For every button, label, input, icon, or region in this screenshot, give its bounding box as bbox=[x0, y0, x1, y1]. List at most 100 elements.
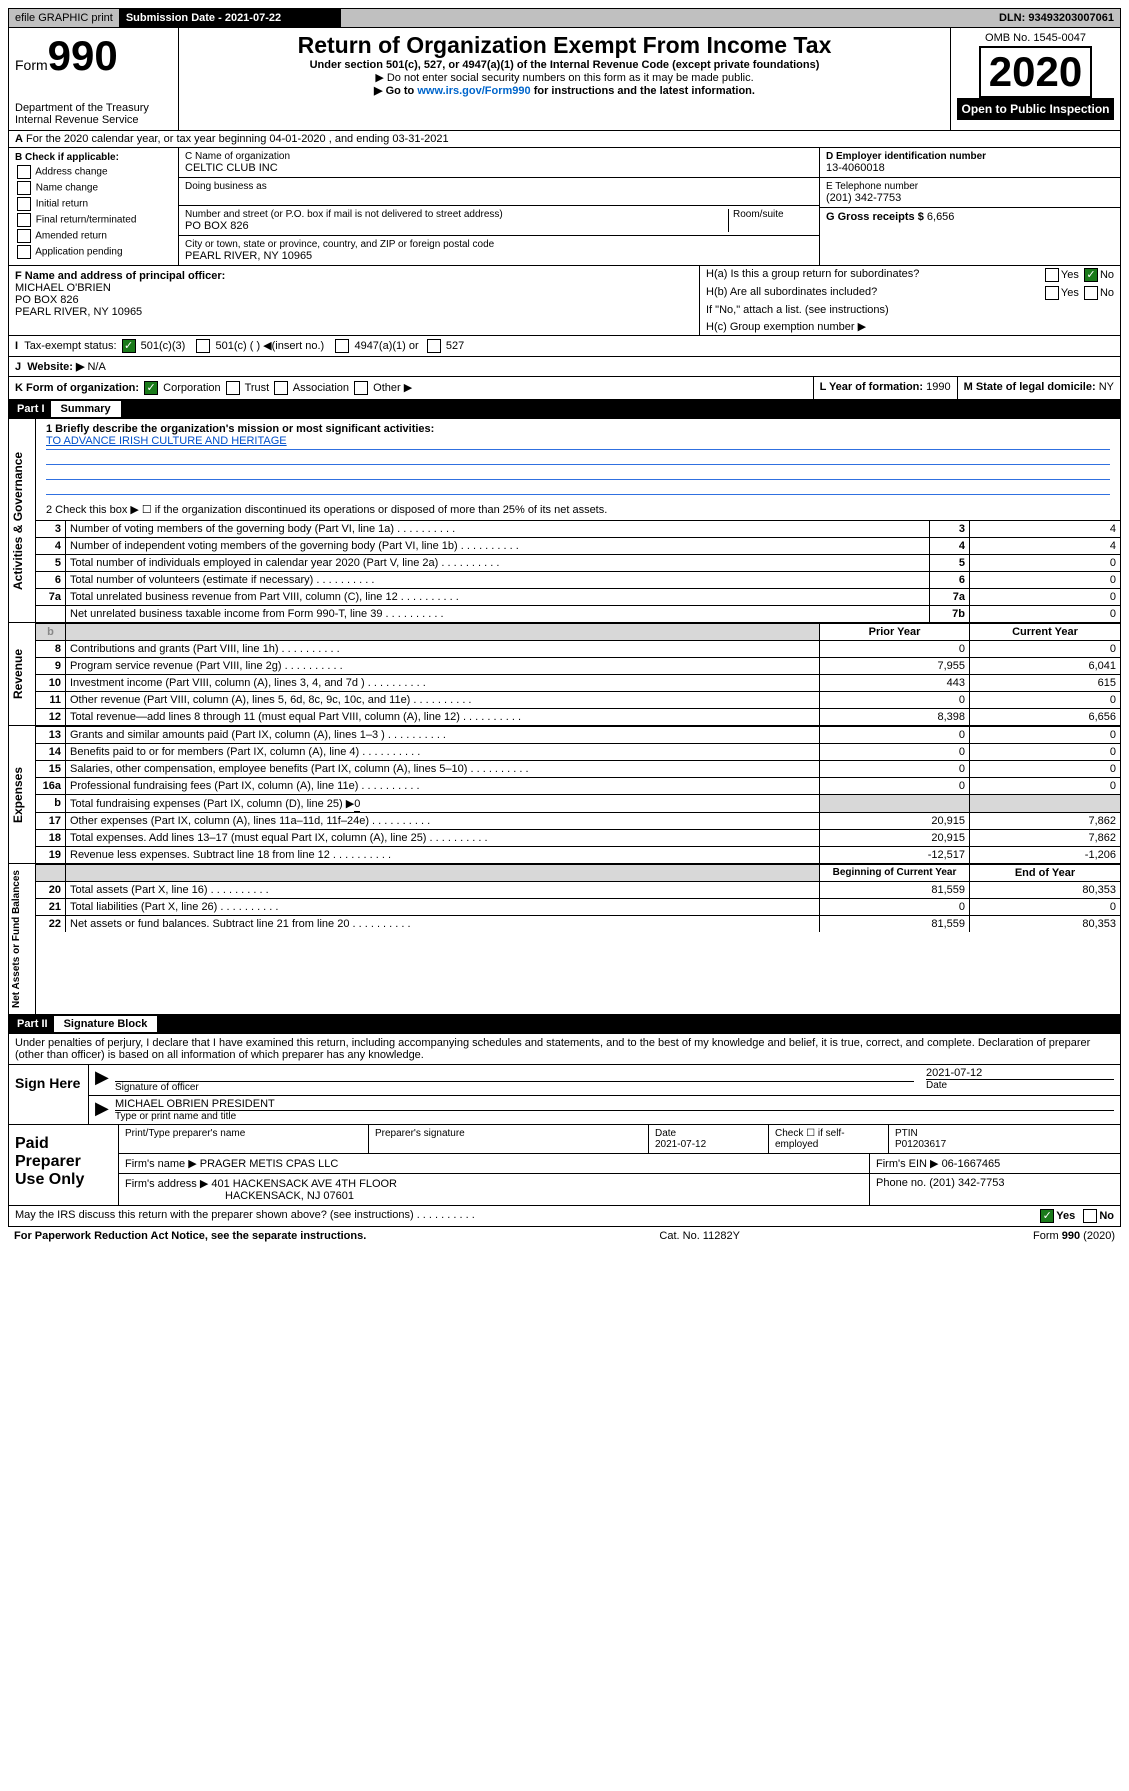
gov-row: 6Total number of volunteers (estimate if… bbox=[36, 571, 1120, 588]
part1-header: Part ISummary bbox=[8, 400, 1121, 419]
boy-header: Beginning of Current Year bbox=[820, 865, 970, 881]
corp-checkbox[interactable]: ✓ bbox=[144, 381, 158, 395]
dba-label: Doing business as bbox=[185, 181, 813, 192]
form-title: Return of Organization Exempt From Incom… bbox=[185, 32, 944, 59]
header-center: Return of Organization Exempt From Incom… bbox=[179, 28, 950, 130]
hb-no-checkbox[interactable] bbox=[1084, 286, 1098, 300]
check-application-pending[interactable]: Application pending bbox=[15, 245, 172, 259]
data-row: 18Total expenses. Add lines 13–17 (must … bbox=[36, 829, 1120, 846]
firm-addr: Firm's address ▶ 401 HACKENSACK AVE 4TH … bbox=[119, 1174, 870, 1205]
side-tab-governance: Activities & Governance bbox=[9, 419, 36, 622]
line-16b-text: Total fundraising expenses (Part IX, col… bbox=[66, 795, 820, 812]
sig-date-label: Date bbox=[926, 1080, 1114, 1091]
subtitle-3: ▶ Go to www.irs.gov/Form990 for instruct… bbox=[185, 84, 944, 97]
form-header: Form990 Department of the Treasury Inter… bbox=[8, 28, 1121, 131]
section-k: K Form of organization: ✓ Corporation Tr… bbox=[9, 377, 814, 399]
prep-ptin: PTINP01203617 bbox=[889, 1125, 1120, 1153]
501c3-checkbox[interactable]: ✓ bbox=[122, 339, 136, 353]
prep-h2: Preparer's signature bbox=[369, 1125, 649, 1153]
omb-label: OMB No. 1545-0047 bbox=[957, 32, 1114, 46]
section-j: J Website: ▶ N/A bbox=[8, 357, 1121, 377]
form-foot-label: Form 990 (2020) bbox=[1033, 1230, 1115, 1242]
section-fh: F Name and address of principal officer:… bbox=[8, 266, 1121, 336]
submission-date-button[interactable]: Submission Date - 2021-07-22 bbox=[120, 9, 288, 27]
501c-checkbox[interactable] bbox=[196, 339, 210, 353]
section-deg: D Employer identification number 13-4060… bbox=[820, 148, 1120, 265]
website-value: N/A bbox=[87, 361, 105, 373]
room-label: Room/suite bbox=[733, 209, 813, 220]
sig-officer-label: Signature of officer bbox=[115, 1082, 914, 1093]
other-checkbox[interactable] bbox=[354, 381, 368, 395]
data-row: 19Revenue less expenses. Subtract line 1… bbox=[36, 846, 1120, 863]
section-m: M State of legal domicile: NY bbox=[958, 377, 1120, 399]
form-number: Form990 bbox=[15, 32, 172, 80]
prep-selfemp[interactable]: Check ☐ if self-employed bbox=[769, 1125, 889, 1153]
prep-h1: Print/Type preparer's name bbox=[119, 1125, 369, 1153]
check-address-change[interactable]: Address change bbox=[15, 165, 172, 179]
data-row: 13Grants and similar amounts paid (Part … bbox=[36, 726, 1120, 743]
mission-text: TO ADVANCE IRISH CULTURE AND HERITAGE bbox=[46, 435, 287, 447]
4947-checkbox[interactable] bbox=[335, 339, 349, 353]
hb-yes-checkbox[interactable] bbox=[1045, 286, 1059, 300]
dept-label: Department of the Treasury bbox=[15, 102, 172, 114]
ha-yes-checkbox[interactable] bbox=[1045, 268, 1059, 282]
entity-section: B Check if applicable: Address change Na… bbox=[8, 148, 1121, 266]
check-amended-return[interactable]: Amended return bbox=[15, 229, 172, 243]
gov-row: 3Number of voting members of the governi… bbox=[36, 520, 1120, 537]
side-tab-netassets: Net Assets or Fund Balances bbox=[9, 864, 36, 1014]
header-right: OMB No. 1545-0047 2020 Open to Public In… bbox=[950, 28, 1120, 130]
ein-label: D Employer identification number bbox=[826, 151, 986, 162]
section-i: I Tax-exempt status: ✓ 501(c)(3) 501(c) … bbox=[8, 336, 1121, 357]
signature-block: Sign Here ▶ Signature of officer 2021-07… bbox=[8, 1065, 1121, 1125]
header-left: Form990 Department of the Treasury Inter… bbox=[9, 28, 179, 130]
firm-phone: Phone no. (201) 342-7753 bbox=[870, 1174, 1120, 1205]
check-final-return[interactable]: Final return/terminated bbox=[15, 213, 172, 227]
dln-label: DLN: 93493203007061 bbox=[993, 9, 1120, 27]
assoc-checkbox[interactable] bbox=[274, 381, 288, 395]
phone-label: E Telephone number bbox=[826, 181, 1114, 192]
expenses-block: Expenses 13Grants and similar amounts pa… bbox=[8, 726, 1121, 864]
officer-label: F Name and address of principal officer: bbox=[15, 270, 225, 282]
527-checkbox[interactable] bbox=[427, 339, 441, 353]
perjury-text: Under penalties of perjury, I declare th… bbox=[8, 1034, 1121, 1065]
data-row: 12Total revenue—add lines 8 through 11 (… bbox=[36, 708, 1120, 725]
section-klm: K Form of organization: ✓ Corporation Tr… bbox=[8, 377, 1121, 400]
check-initial-return[interactable]: Initial return bbox=[15, 197, 172, 211]
paid-prep-label: Paid Preparer Use Only bbox=[9, 1125, 119, 1205]
gov-row: 5Total number of individuals employed in… bbox=[36, 554, 1120, 571]
city-label: City or town, state or province, country… bbox=[185, 239, 813, 250]
discuss-row: May the IRS discuss this return with the… bbox=[8, 1206, 1121, 1227]
top-toolbar: efile GRAPHIC print Submission Date - 20… bbox=[8, 8, 1121, 28]
check-name-change[interactable]: Name change bbox=[15, 181, 172, 195]
line-16b-num: b bbox=[36, 795, 66, 812]
ha-label: H(a) Is this a group return for subordin… bbox=[706, 268, 919, 282]
tax-year: 2020 bbox=[979, 46, 1092, 98]
side-tab-revenue: Revenue bbox=[9, 623, 36, 725]
addr-label: Number and street (or P.O. box if mail i… bbox=[185, 209, 728, 220]
ha-no-checkbox[interactable]: ✓ bbox=[1084, 268, 1098, 282]
data-row: 21Total liabilities (Part X, line 26)00 bbox=[36, 898, 1120, 915]
subtitle-1: Under section 501(c), 527, or 4947(a)(1)… bbox=[185, 59, 944, 71]
data-row: 8Contributions and grants (Part VIII, li… bbox=[36, 640, 1120, 657]
officer-addr1: PO BOX 826 bbox=[15, 294, 79, 306]
instructions-link[interactable]: www.irs.gov/Form990 bbox=[417, 85, 530, 97]
data-row: 16aProfessional fundraising fees (Part I… bbox=[36, 777, 1120, 794]
open-public-label: Open to Public Inspection bbox=[957, 98, 1114, 120]
trust-checkbox[interactable] bbox=[226, 381, 240, 395]
blank-button[interactable] bbox=[288, 9, 341, 27]
data-row: 11Other revenue (Part VIII, column (A), … bbox=[36, 691, 1120, 708]
section-h: H(a) Is this a group return for subordin… bbox=[700, 266, 1120, 335]
blank-cell: b bbox=[36, 624, 66, 640]
gov-row: Net unrelated business taxable income fr… bbox=[36, 605, 1120, 622]
paid-preparer-block: Paid Preparer Use Only Print/Type prepar… bbox=[8, 1125, 1121, 1206]
hb-label: H(b) Are all subordinates included? bbox=[706, 286, 877, 300]
org-name-label: C Name of organization bbox=[185, 151, 813, 162]
officer-addr2: PEARL RIVER, NY 10965 bbox=[15, 306, 142, 318]
sig-date: 2021-07-12 bbox=[926, 1067, 1114, 1080]
section-c: C Name of organization CELTIC CLUB INC D… bbox=[179, 148, 820, 265]
prior-year-header: Prior Year bbox=[820, 624, 970, 640]
sig-arrow-icon-2: ▶ bbox=[89, 1096, 109, 1124]
discuss-yes-checkbox[interactable]: ✓ bbox=[1040, 1209, 1054, 1223]
discuss-no-checkbox[interactable] bbox=[1083, 1209, 1097, 1223]
side-tab-expenses: Expenses bbox=[9, 726, 36, 863]
